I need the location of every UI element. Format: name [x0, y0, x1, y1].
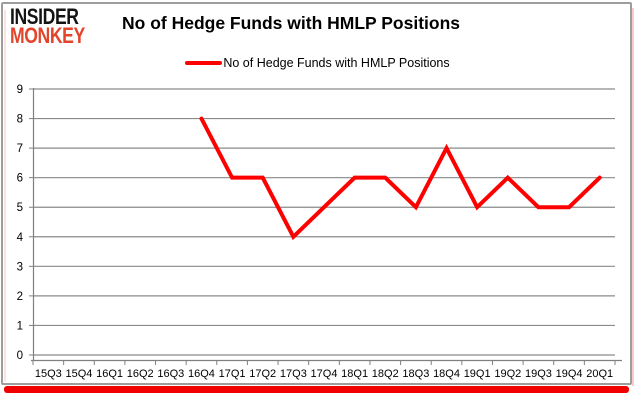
svg-text:1: 1	[17, 320, 23, 332]
chart-legend: No of Hedge Funds with HMLP Positions	[0, 56, 635, 70]
svg-text:9: 9	[17, 84, 23, 96]
logo-word-insider: INSIDER	[10, 4, 79, 29]
card-shadow-right	[632, 8, 634, 386]
axes	[31, 88, 622, 362]
svg-text:19Q1: 19Q1	[464, 368, 491, 380]
svg-text:15Q4: 15Q4	[65, 368, 92, 380]
svg-text:0: 0	[17, 350, 23, 362]
svg-text:18Q4: 18Q4	[433, 368, 460, 380]
svg-text:8: 8	[17, 114, 23, 126]
svg-text:3: 3	[17, 261, 23, 273]
svg-text:19Q3: 19Q3	[525, 368, 552, 380]
card-shadow-bottom	[4, 386, 629, 393]
y-tick-labels: 0 1 2 3 4 5 6 7 8 9	[17, 84, 24, 362]
card-shadow-left	[4, 10, 6, 382]
svg-text:6: 6	[17, 173, 23, 185]
svg-text:16Q3: 16Q3	[157, 368, 184, 380]
svg-text:19Q2: 19Q2	[494, 368, 521, 380]
chart-title: No of Hedge Funds with HMLP Positions	[122, 13, 461, 33]
insider-monkey-logo: INSIDER MONKEY	[10, 4, 85, 48]
svg-text:20Q1: 20Q1	[586, 368, 613, 380]
svg-text:17Q1: 17Q1	[219, 368, 246, 380]
y-gridlines	[33, 88, 615, 356]
svg-text:18Q3: 18Q3	[402, 368, 429, 380]
x-tick-labels: 15Q3 15Q4 16Q1 16Q2 16Q3 16Q4 17Q1 17Q2 17Q3 17Q4…	[35, 368, 613, 380]
svg-text:18Q1: 18Q1	[341, 368, 368, 380]
svg-text:2: 2	[17, 291, 23, 303]
svg-text:15Q3: 15Q3	[35, 368, 62, 380]
svg-text:16Q1: 16Q1	[96, 368, 123, 380]
legend-line-swatch-icon	[185, 61, 223, 65]
series-line	[199, 116, 602, 241]
svg-text:7: 7	[17, 143, 23, 155]
logo-word-monkey: MONKEY	[10, 23, 85, 48]
svg-text:4: 4	[17, 232, 24, 244]
legend-label: No of Hedge Funds with HMLP Positions	[223, 56, 450, 70]
svg-text:16Q4: 16Q4	[188, 368, 215, 380]
svg-text:19Q4: 19Q4	[556, 368, 583, 380]
svg-text:17Q2: 17Q2	[249, 368, 276, 380]
y-axis-ticks	[29, 88, 33, 356]
svg-text:18Q2: 18Q2	[372, 368, 399, 380]
svg-text:16Q2: 16Q2	[127, 368, 154, 380]
svg-text:17Q3: 17Q3	[280, 368, 307, 380]
x-axis-ticks	[32, 360, 616, 365]
svg-text:5: 5	[17, 202, 23, 214]
svg-text:17Q4: 17Q4	[311, 368, 338, 380]
